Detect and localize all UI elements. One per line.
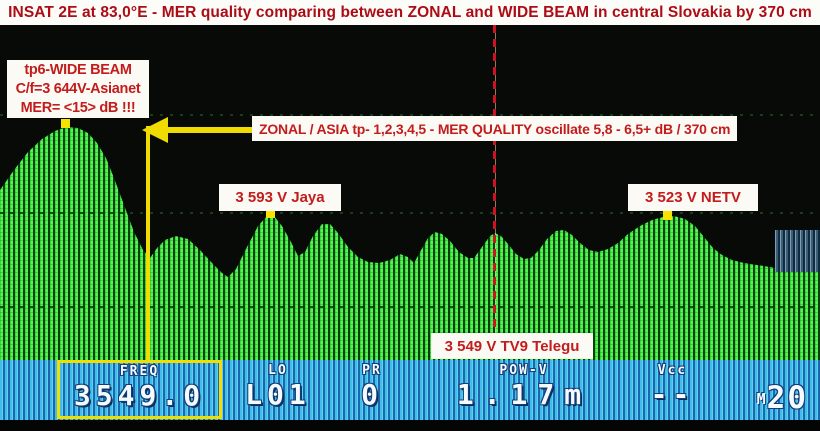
lo-value: L01	[245, 378, 311, 411]
callout-zonal-asia: ZONAL / ASIA tp- 1,2,3,4,5 - MER QUALITY…	[252, 116, 738, 141]
freq-value: 3549.0	[73, 379, 206, 412]
lo-label: LO	[268, 363, 288, 378]
callout-tv9-telegu: 3 549 V TV9 Telegu	[431, 333, 593, 359]
callout-tp6-line1: tp6-WIDE BEAM	[24, 61, 132, 78]
pow-v-value: 1.17m	[456, 378, 592, 411]
bottom-black-band	[0, 420, 820, 431]
page-title: INSAT 2E at 83,0°E - MER quality compari…	[8, 3, 812, 21]
vcc-readout: Vcc --	[630, 360, 715, 418]
freq-cursor-line	[146, 126, 150, 360]
callout-jaya: 3 593 V Jaya	[219, 184, 341, 211]
pow-v-readout: POW-V 1.17m	[438, 360, 610, 418]
right-edge-marker-block	[775, 230, 820, 272]
gridline-2-overlay	[0, 212, 820, 214]
spectrum-plot-area: tp6-WIDE BEAM C/f=3 644V-Asianet MER= <1…	[0, 25, 820, 360]
pr-readout: PR 0	[340, 360, 404, 418]
title-bar: INSAT 2E at 83,0°E - MER quality compari…	[0, 0, 820, 25]
peak-marker-tp6	[61, 119, 70, 128]
freq-label: FREQ	[119, 364, 160, 379]
gridline-1-overlay	[0, 114, 820, 116]
marker-value: 20	[766, 380, 808, 416]
annotation-arrow-icon	[142, 117, 168, 143]
callout-netv: 3 523 V NETV	[628, 184, 758, 211]
callout-tp6-line2: C/f=3 644V-Asianet	[15, 80, 141, 97]
vcc-value: --	[650, 378, 695, 411]
callout-tp6-wide-beam: tp6-WIDE BEAM C/f=3 644V-Asianet MER= <1…	[7, 60, 149, 118]
pr-label: PR	[362, 363, 382, 378]
freq-readout-highlighted: FREQ 3549.0	[57, 360, 222, 419]
annotation-arrow-shaft	[166, 127, 253, 133]
lo-readout: LO L01	[233, 360, 323, 418]
peak-marker-netv	[663, 211, 672, 220]
center-marker-line	[493, 25, 496, 360]
marker-prefix: M	[756, 390, 767, 408]
pr-value: 0	[361, 378, 383, 411]
callout-tp6-line3: MER= <15> dB !!!	[20, 99, 136, 116]
gridline-3-overlay	[0, 306, 820, 308]
peak-marker-jaya	[266, 209, 275, 218]
status-bar: FREQ 3549.0 LO L01 PR 0 POW-V 1.17m Vcc …	[0, 360, 820, 420]
pow-v-label: POW-V	[499, 363, 549, 378]
vcc-label: Vcc	[657, 363, 688, 378]
marker-number-readout: M20	[736, 360, 814, 418]
